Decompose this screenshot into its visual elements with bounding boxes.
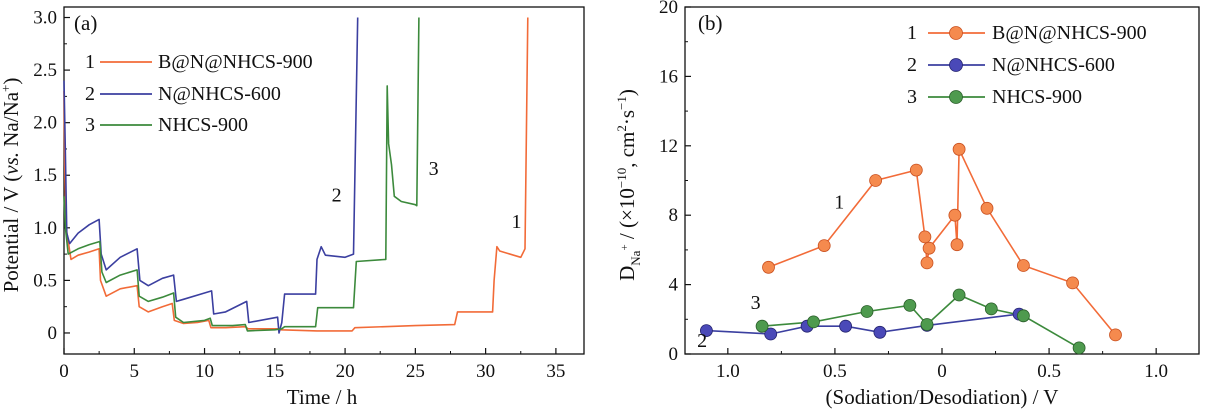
panel-a-y-tick-label: 1.5	[33, 165, 57, 186]
panel-b-legend-marker-1	[949, 26, 963, 40]
panel-b-legend-num-2: 2	[907, 54, 917, 76]
panel-a-legend-num-3: 3	[85, 114, 95, 136]
panel-a-x-tick-label: 30	[476, 361, 495, 382]
panel-a-y-tick-label: 2.0	[33, 113, 57, 134]
panel-b-point-series-3	[903, 298, 917, 312]
panel-b-x-tick-label: 1.0	[716, 361, 740, 382]
panel-a-label: (a)	[74, 11, 97, 35]
panel-b-point-series-3	[807, 315, 820, 329]
panel-a-curve-label: 1	[512, 211, 522, 233]
panel-a-legend-num-1: 1	[85, 51, 95, 73]
panel-b-legend-marker-3	[949, 90, 963, 104]
panel-a-y-tick-label: 1.0	[33, 218, 57, 239]
panel-a-plot-frame	[63, 6, 585, 355]
panel-a-y-tick-label: 0	[48, 323, 58, 344]
panel-a-legend-name-1: B@N@NHCS-900	[158, 51, 313, 73]
panel-b-point-series-3	[920, 318, 934, 331]
panel-a-y-tick-label: 2.5	[33, 60, 57, 81]
panel-a-series-line-1	[63, 17, 529, 332]
panel-b-legend-marker-2	[949, 58, 963, 72]
panel-a-series-line-2	[63, 17, 359, 334]
panel-b-point-series-1	[952, 142, 966, 156]
panel-b-y-tick-label: 8	[669, 205, 679, 226]
panel-b-legend: 1 B@N@NHCS-900 2 N@NHCS-600 3 NHCS-900	[907, 22, 1147, 108]
panel-b-point-series-3	[1017, 309, 1030, 323]
panel-a-series-line-3	[63, 17, 420, 332]
panel-a-x-tick-label: 5	[130, 361, 140, 382]
panel-b-point-series-1	[1066, 276, 1079, 290]
panel-b-point-series-1	[980, 201, 994, 215]
panel-b-point-series-2	[764, 327, 778, 341]
panel-a-x-tick-label: 15	[265, 361, 284, 382]
panel-a-x-tick-label: 25	[406, 361, 425, 382]
panel-b-point-series-2	[873, 325, 887, 339]
panel-b-label: (b)	[698, 11, 723, 35]
panel-b-legend-name-1: B@N@NHCS-900	[992, 22, 1147, 44]
panel-b-plot-frame	[684, 6, 1200, 355]
panel-b-series-line-1	[768, 148, 1117, 336]
panel-b-point-series-2	[839, 319, 852, 333]
panel-a-y-tick-label: 0.5	[33, 270, 57, 291]
panel-b-point-series-3	[984, 302, 998, 316]
panel-b-x-tick-label: 0	[937, 361, 947, 382]
panel-b-point-series-1	[817, 239, 831, 253]
panel-b-point-series-1	[920, 256, 934, 270]
panel-b-y-tick-label: 0	[669, 344, 679, 365]
panel-b-y-tick-label: 12	[659, 136, 678, 157]
panel-b-point-series-1	[1017, 259, 1030, 272]
panel-b-curve-label: 2	[697, 330, 707, 352]
panel-b-series-line-2	[706, 313, 1020, 335]
panel-b-legend-num-3: 3	[907, 86, 917, 108]
panel-b-point-series-1	[922, 241, 936, 255]
panel-b-point-series-1	[918, 230, 932, 244]
panel-b-point-series-3	[1072, 341, 1086, 355]
panel-b-point-series-1	[1109, 328, 1122, 342]
panel-b-x-tick-label: 0.5	[1037, 361, 1061, 382]
panel-b-x-axis-label: (Sodiation/Desodiation) / V	[826, 385, 1059, 409]
panel-a-x-tick-label: 35	[546, 361, 565, 382]
panel-a-x-axis-label: Time / h	[287, 385, 358, 409]
panel-b-point-series-1	[950, 238, 964, 252]
panel-a-curve-label: 3	[429, 158, 439, 180]
panel-b-curve-label: 3	[751, 292, 761, 314]
panel-b-point-series-1	[869, 174, 882, 187]
panel-a-x-tick-label: 20	[336, 361, 355, 382]
panel-b-point-series-1	[909, 163, 923, 177]
panel-b-y-tick-label: 16	[659, 66, 678, 87]
panel-b-x-tick-label: 1.0	[1144, 361, 1168, 382]
panel-b-point-series-2	[700, 324, 713, 338]
panel-b-point-series-3	[952, 288, 966, 302]
panel-b-point-series-1	[948, 208, 962, 222]
panel-a-y-tick-label: 3.0	[33, 8, 57, 29]
panel-b-point-series-3	[860, 305, 874, 318]
panel-a-legend-name-3: NHCS-900	[158, 114, 248, 136]
panel-b-legend-num-1: 1	[907, 22, 917, 44]
panel-a-legend-name-2: N@NHCS-600	[158, 83, 281, 105]
panel-b-x-tick-label: 0.5	[823, 361, 847, 382]
panel-b-point-series-3	[755, 319, 769, 333]
panel-b-y-tick-label: 4	[669, 275, 679, 296]
panel-b-curve-label: 1	[834, 191, 844, 213]
panel-a-y-axis-label: Potential / V (vs. Na/Na+)	[0, 78, 23, 293]
panel-b-legend-name-3: NHCS-900	[992, 86, 1082, 108]
panel-b-legend-name-2: N@NHCS-600	[992, 54, 1115, 76]
panel-b-y-axis-label: DNa+ / (×10−10, cm2·s−1)	[614, 89, 643, 281]
panel-a: 0 5 10 15 20 25 30 35 0 0.5 1.0 1.5 2.0 2.5 3.0 1 2 3 (a…	[0, 6, 585, 409]
panel-a-legend-num-2: 2	[85, 83, 95, 105]
panel-b-point-series-1	[762, 260, 775, 274]
panel-b-y-tick-label: 20	[659, 0, 678, 18]
panel-a-curve-label: 2	[332, 185, 342, 207]
panel-a-x-tick-label: 10	[195, 361, 214, 382]
panel-a-legend: 1 B@N@NHCS-900 2 N@NHCS-600 3 NHCS-900	[85, 51, 313, 136]
panel-a-x-tick-label: 0	[59, 361, 69, 382]
